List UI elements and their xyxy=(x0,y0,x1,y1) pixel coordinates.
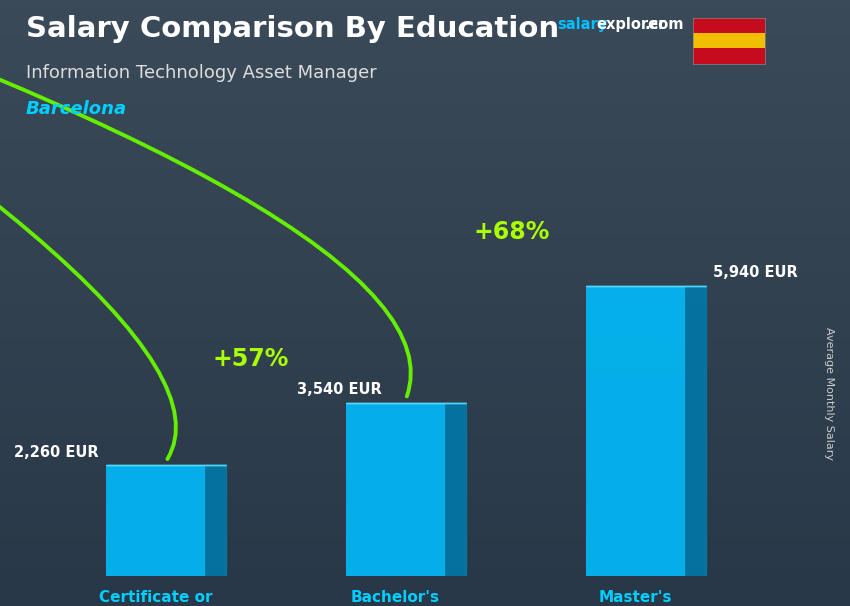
Text: .com: .com xyxy=(644,17,683,32)
Text: explorer: explorer xyxy=(597,17,666,32)
Text: salary: salary xyxy=(557,17,607,32)
Text: 5,940 EUR: 5,940 EUR xyxy=(713,265,797,280)
FancyBboxPatch shape xyxy=(106,465,205,576)
Bar xyxy=(693,18,765,33)
Polygon shape xyxy=(684,285,705,576)
Text: Salary Comparison By Education: Salary Comparison By Education xyxy=(26,15,558,43)
Text: +57%: +57% xyxy=(212,347,289,371)
Polygon shape xyxy=(445,403,466,576)
Text: +68%: +68% xyxy=(473,220,550,244)
Bar xyxy=(693,48,765,64)
Text: 3,540 EUR: 3,540 EUR xyxy=(297,382,382,397)
FancyBboxPatch shape xyxy=(346,403,445,576)
Text: Barcelona: Barcelona xyxy=(26,100,127,118)
Text: 2,260 EUR: 2,260 EUR xyxy=(14,445,99,459)
Text: Information Technology Asset Manager: Information Technology Asset Manager xyxy=(26,64,377,82)
Text: Average Monthly Salary: Average Monthly Salary xyxy=(824,327,834,461)
FancyBboxPatch shape xyxy=(586,285,684,576)
Bar xyxy=(693,33,765,48)
Polygon shape xyxy=(205,465,226,576)
